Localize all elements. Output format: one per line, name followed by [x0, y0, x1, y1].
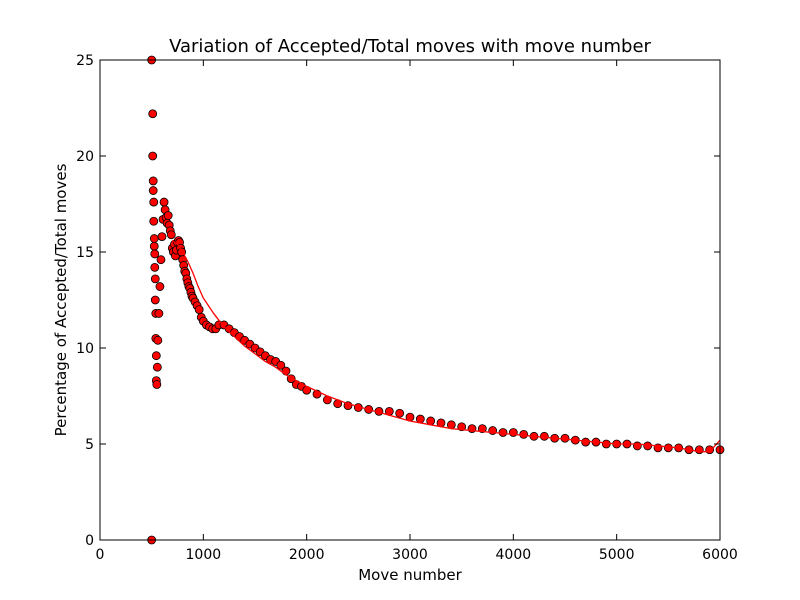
data-point [150, 274, 160, 284]
x-tick-label: 6000 [702, 547, 738, 563]
x-tick-label: 2000 [289, 547, 325, 563]
data-point [601, 439, 611, 449]
fit-line [171, 239, 721, 453]
data-point [281, 366, 291, 376]
data-point [148, 151, 158, 161]
x-tick-label: 0 [96, 547, 105, 563]
data-point [498, 428, 508, 437]
data-point [152, 362, 162, 372]
data-point [150, 295, 160, 305]
y-axis-label: Percentage of Accepted/Total moves [52, 163, 70, 436]
data-point [153, 335, 163, 345]
data-point [560, 433, 570, 443]
data-point [477, 424, 487, 434]
chart-title: Variation of Accepted/Total moves with m… [169, 36, 651, 57]
x-tick-label: 1000 [186, 547, 222, 563]
data-point [150, 249, 160, 259]
data-point [194, 305, 204, 315]
data-point [166, 230, 176, 240]
data-point [149, 241, 159, 251]
y-tick-label: 25 [76, 53, 94, 69]
y-tick-label: 20 [76, 149, 94, 165]
data-point [694, 445, 704, 455]
y-tick-label: 15 [76, 245, 94, 261]
x-axis-ticks: 0 1000 2000 3000 4000 5000 6000 [96, 60, 738, 563]
data-point [150, 262, 160, 272]
data-point [539, 431, 549, 441]
x-tick-label: 3000 [392, 547, 428, 563]
data-point [163, 211, 173, 220]
chart-marks [147, 55, 725, 545]
data-point [705, 445, 715, 455]
data-point [663, 443, 673, 453]
data-point [154, 309, 164, 318]
data-point [156, 255, 166, 265]
data-point [149, 216, 159, 226]
x-tick-label: 4000 [496, 547, 532, 563]
x-axis-label: Move number [358, 566, 462, 584]
y-tick-label: 10 [76, 341, 94, 357]
data-point [276, 360, 286, 370]
data-point [643, 441, 653, 451]
data-point [148, 186, 158, 195]
data-point [149, 234, 159, 243]
data-point [148, 176, 158, 186]
data-point [581, 437, 591, 447]
data-point [159, 197, 169, 207]
data-point [151, 351, 161, 361]
data-point [152, 380, 162, 389]
data-point [149, 197, 159, 207]
y-tick-label: 5 [85, 437, 94, 453]
y-axis-ticks: 0 5 10 15 20 25 [76, 53, 720, 549]
data-point [457, 422, 467, 432]
data-point [157, 232, 167, 242]
y-tick-label: 0 [85, 533, 94, 549]
data-point [395, 408, 405, 418]
data-point [632, 441, 642, 451]
data-point [519, 429, 529, 439]
data-point [155, 282, 165, 291]
data-point [148, 109, 158, 119]
x-tick-label: 5000 [599, 547, 635, 563]
